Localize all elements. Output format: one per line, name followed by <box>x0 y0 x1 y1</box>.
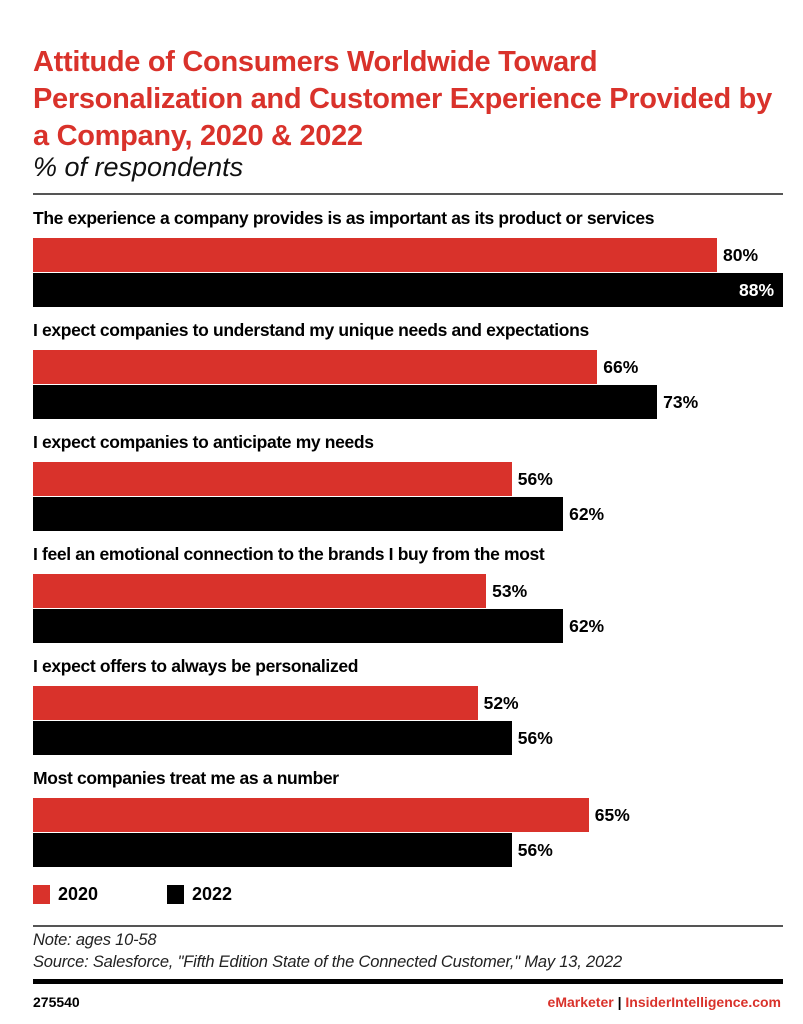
data-label: 52% <box>483 693 519 713</box>
category-label: I expect offers to always be personalize… <box>33 656 359 676</box>
bar-2020 <box>33 798 589 832</box>
legend-item-2020: 2020 <box>33 884 98 905</box>
bar-2020 <box>33 686 478 720</box>
brand: eMarketer | InsiderIntelligence.com <box>548 994 781 1010</box>
source: Source: Salesforce, "Fifth Edition State… <box>33 953 622 971</box>
category-label: I expect companies to understand my uniq… <box>33 320 589 340</box>
bar-2020 <box>33 574 487 608</box>
data-label: 56% <box>517 728 553 748</box>
chart-title: Attitude of Consumers Worldwide Toward P… <box>33 46 772 152</box>
bar-2020 <box>33 462 512 496</box>
chart-subtitle: % of respondents <box>33 152 244 182</box>
legend-item-2022: 2022 <box>167 884 232 905</box>
legend-swatch <box>33 885 50 904</box>
chart-id: 275540 <box>33 994 80 1010</box>
bar-2022 <box>33 497 564 531</box>
data-label: 62% <box>569 616 605 636</box>
category-label: I feel an emotional connection to the br… <box>33 544 545 564</box>
category-label: I expect companies to anticipate my need… <box>33 432 374 452</box>
data-label: 88% <box>739 280 775 300</box>
bar-2022 <box>33 721 512 755</box>
divider <box>33 925 783 927</box>
bar-2022 <box>33 833 512 867</box>
legend-label: 2022 <box>192 884 233 904</box>
bar-2022 <box>33 609 564 643</box>
brand-emarketer: eMarketer <box>547 994 614 1010</box>
note: Note: ages 10-58 <box>33 931 157 949</box>
data-label: 66% <box>603 357 639 377</box>
brand-separator: | <box>617 994 622 1010</box>
bar-2022 <box>33 385 658 419</box>
data-label: 53% <box>492 581 528 601</box>
category-label: Most companies treat me as a number <box>33 768 339 788</box>
legend-swatch <box>167 885 184 904</box>
data-label: 56% <box>517 469 553 489</box>
data-label: 80% <box>723 245 759 265</box>
divider <box>33 193 783 195</box>
data-label: 56% <box>517 840 553 860</box>
data-label: 65% <box>594 805 630 825</box>
data-label: 73% <box>663 392 699 412</box>
category-label: The experience a company provides is as … <box>33 208 655 228</box>
bar-2020 <box>33 350 598 384</box>
divider <box>33 979 783 984</box>
bar-2022 <box>33 273 783 307</box>
brand-insider: InsiderIntelligence.com <box>625 994 781 1010</box>
bar-2020 <box>33 238 717 272</box>
legend-label: 2020 <box>58 884 99 904</box>
data-label: 62% <box>569 504 605 524</box>
